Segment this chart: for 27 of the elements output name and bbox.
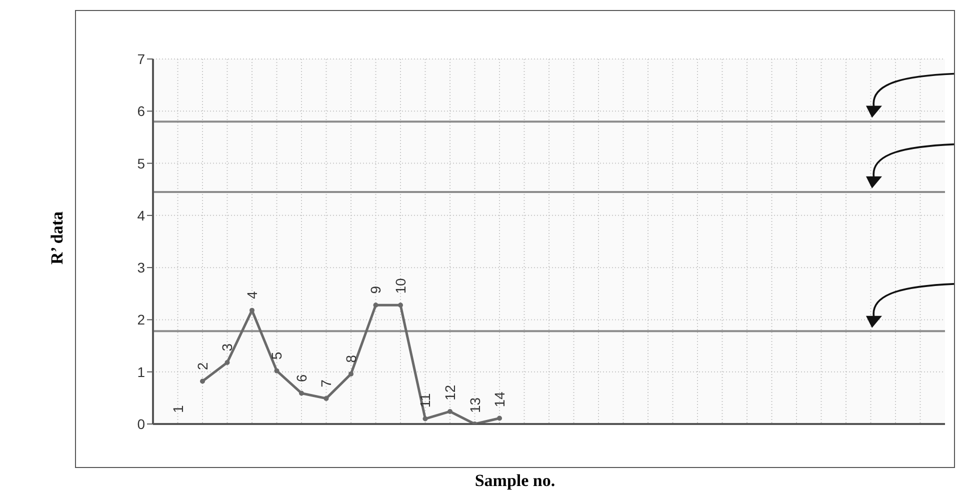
point — [299, 390, 304, 396]
point — [497, 416, 502, 421]
point — [398, 302, 403, 308]
x-tick-label: 9 — [368, 286, 384, 294]
x-tick-label: 13 — [466, 397, 483, 413]
x-axis-title: Sample no. — [474, 471, 556, 491]
x-tick-label: 8 — [343, 354, 359, 363]
y-axis-title: R’ data — [48, 211, 68, 265]
x-tick-label: 12 — [442, 384, 458, 400]
x-tick-label: 14 — [492, 391, 508, 408]
point — [324, 396, 329, 401]
point — [373, 302, 378, 308]
y-tick-label: 4 — [137, 207, 146, 224]
y-tick-label: 3 — [137, 260, 146, 276]
point — [274, 368, 280, 374]
point — [200, 378, 205, 384]
y-tick-label: 6 — [137, 103, 146, 120]
y-tick-label: 7 — [137, 50, 146, 67]
point — [224, 360, 230, 365]
point — [348, 371, 354, 376]
y-tick-label: 5 — [137, 155, 146, 172]
point — [448, 408, 452, 414]
x-tick-label: 10 — [392, 278, 408, 294]
y-tick-label: 2 — [137, 312, 146, 328]
point — [422, 416, 428, 422]
x-tick-label: 11 — [417, 393, 434, 408]
y-tick-label: 0 — [137, 416, 146, 432]
